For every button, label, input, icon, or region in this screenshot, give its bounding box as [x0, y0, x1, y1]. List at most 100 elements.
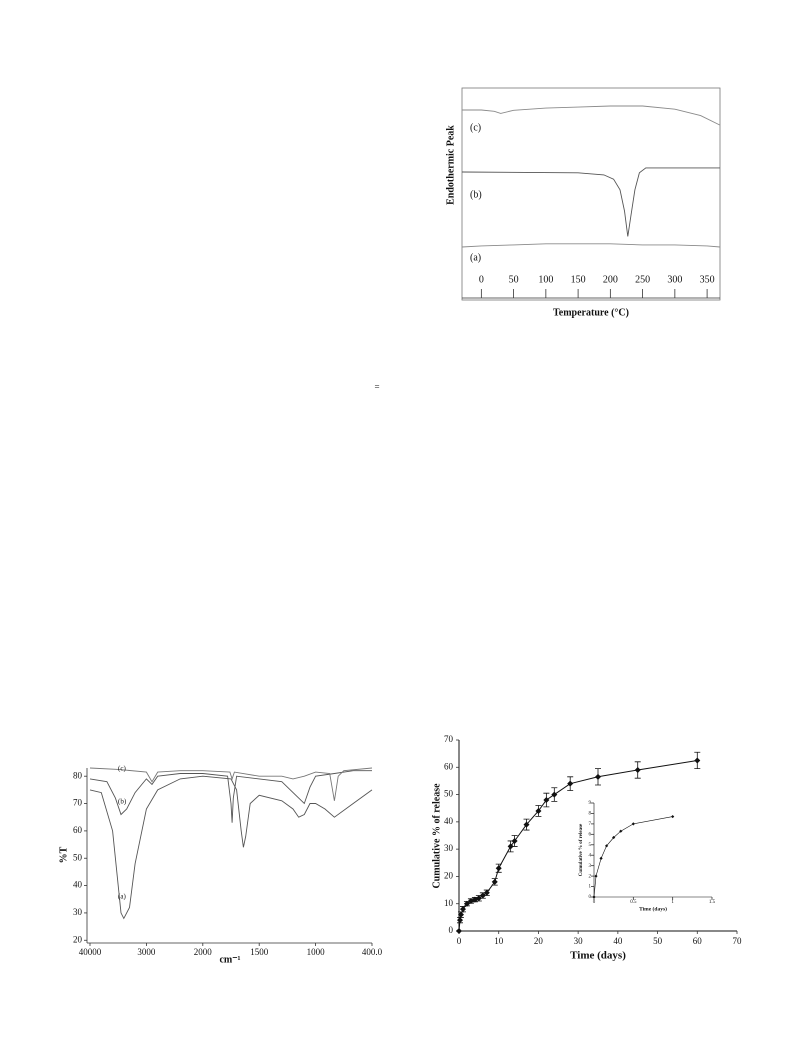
- data-line: [89, 770, 372, 823]
- data-point: [592, 895, 596, 899]
- x-tick-label: 250: [635, 274, 650, 285]
- y-tick-label: 10: [444, 898, 454, 908]
- y-tick-label: 5: [589, 843, 592, 848]
- data-line: [593, 816, 673, 898]
- x-tick-label: 40000: [79, 947, 102, 957]
- series-label: (a): [470, 252, 481, 263]
- data-point: [491, 878, 498, 885]
- data-line: [461, 167, 720, 237]
- data-point: [612, 835, 616, 840]
- y-tick-label: 30: [444, 843, 454, 853]
- data-point: [594, 874, 598, 878]
- y-axis-label: Cumulative % of release: [579, 823, 584, 876]
- y-tick-label: 50: [444, 789, 454, 799]
- data-point: [459, 906, 466, 913]
- y-tick-label: 8: [589, 812, 592, 817]
- x-tick-label: 60: [693, 936, 703, 946]
- data-point: [483, 889, 490, 896]
- data-point: [551, 791, 558, 798]
- series-label: (c): [470, 122, 481, 133]
- data-point: [523, 821, 530, 828]
- y-axis-label: %T: [58, 846, 69, 863]
- series-label: (c): [118, 765, 126, 773]
- data-point: [475, 895, 482, 902]
- x-tick-label: 200: [603, 274, 618, 285]
- x-tick-label: 1: [671, 900, 674, 905]
- data-point: [507, 843, 514, 850]
- y-tick-label: 70: [73, 798, 83, 808]
- x-tick-label: 20: [534, 936, 544, 946]
- data-point: [604, 844, 609, 848]
- y-tick-label: 0: [589, 895, 592, 900]
- data-point: [479, 892, 486, 899]
- x-tick-label: 40: [613, 936, 623, 946]
- y-tick-label: 40: [73, 880, 83, 890]
- y-tick-label: 4: [589, 853, 592, 858]
- data-point: [457, 911, 464, 918]
- y-tick-label: 0: [449, 925, 454, 935]
- y-tick-label: 40: [444, 816, 454, 826]
- y-axis-label: Cumulative % of release: [431, 783, 442, 889]
- y-tick-label: 20: [73, 934, 83, 944]
- y-tick-label: 7: [589, 822, 592, 827]
- data-point: [456, 917, 463, 924]
- data-point: [495, 865, 502, 872]
- data-point: [634, 767, 641, 774]
- x-tick-label: 1.5: [709, 900, 716, 905]
- x-tick-label: 150: [571, 274, 586, 285]
- data-line: [89, 767, 373, 801]
- dsc-frame: [461, 87, 721, 301]
- data-point: [511, 837, 518, 844]
- y-tick-label: 30: [73, 907, 83, 917]
- series-label: (b): [470, 189, 482, 200]
- y-tick-label: 9: [589, 801, 592, 806]
- y-tick-label: 70: [444, 734, 454, 744]
- x-tick-label: 1000: [307, 947, 326, 957]
- data-point: [694, 757, 701, 764]
- x-tick-label: 50: [509, 274, 519, 285]
- series-label: (a): [118, 893, 126, 901]
- y-tick-label: 80: [73, 770, 83, 780]
- x-tick-label: 350: [700, 274, 715, 285]
- y-tick-label: 1: [589, 885, 592, 890]
- x-tick-label: 0.5: [630, 900, 637, 905]
- y-tick-label: 60: [444, 761, 454, 771]
- data-point: [671, 814, 675, 819]
- x-tick-label: 50: [653, 936, 663, 946]
- x-axis-label: Time (days): [570, 950, 626, 962]
- data-point: [631, 822, 635, 826]
- data-line: [461, 243, 721, 248]
- x-tick-label: 30: [574, 936, 584, 946]
- x-tick-label: 70: [733, 936, 743, 946]
- data-point: [567, 780, 574, 787]
- y-tick-label: 3: [589, 864, 592, 869]
- y-tick-label: 6: [589, 832, 592, 837]
- y-tick-label: 60: [73, 825, 83, 835]
- x-tick-label: 400.0: [362, 947, 383, 957]
- x-tick-label: 0: [457, 936, 462, 946]
- x-tick-label: 100: [538, 274, 553, 285]
- data-point: [619, 829, 623, 833]
- data-point: [595, 773, 601, 780]
- x-tick-label: 3000: [137, 947, 156, 957]
- data-point: [463, 900, 470, 907]
- y-tick-label: 20: [444, 870, 454, 880]
- x-axis-label: cm⁻¹: [219, 954, 240, 965]
- data-point: [535, 807, 542, 814]
- x-tick-label: 300: [667, 274, 682, 285]
- data-line: [89, 775, 373, 920]
- x-axis-label: Temperature (°C): [553, 307, 629, 318]
- data-point: [599, 856, 603, 860]
- x-tick-label: 2000: [194, 947, 213, 957]
- y-axis-label: Endothermic Peak: [445, 125, 456, 205]
- x-tick-label: 0: [479, 274, 484, 285]
- y-tick-label: 50: [73, 852, 83, 862]
- stray-mark: =: [374, 382, 379, 392]
- data-point: [543, 797, 550, 804]
- x-tick-label: 1500: [250, 947, 269, 957]
- y-tick-label: 2: [589, 874, 592, 879]
- x-tick-label: 10: [494, 936, 504, 946]
- data-line: [462, 105, 721, 126]
